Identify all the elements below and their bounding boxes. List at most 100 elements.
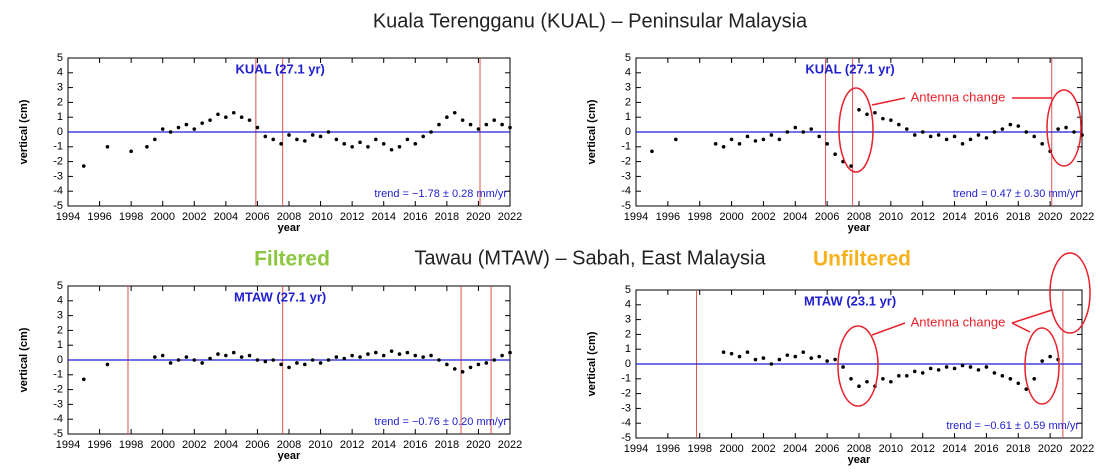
- data-point: [817, 354, 821, 359]
- y-tick-label: 1: [625, 111, 631, 123]
- data-point: [785, 130, 790, 134]
- callout-line: [1011, 322, 1031, 333]
- x-tick-label: 2020: [466, 439, 490, 451]
- data-point: [960, 142, 965, 146]
- data-point: [825, 142, 829, 146]
- data-point: [168, 361, 173, 365]
- y-tick-label: -3: [621, 170, 631, 182]
- y-tick-label: 4: [57, 295, 63, 307]
- data-point: [145, 145, 149, 149]
- data-point: [928, 366, 933, 371]
- data-point: [460, 370, 465, 374]
- data-point: [484, 122, 489, 127]
- data-point: [460, 118, 465, 122]
- data-point: [381, 142, 386, 146]
- data-point: [674, 137, 678, 142]
- data-point: [976, 368, 981, 372]
- x-tick-label: 2004: [214, 439, 238, 451]
- x-tick-label: 1998: [687, 443, 711, 455]
- data-point: [263, 359, 268, 364]
- data-point: [153, 355, 157, 359]
- data-point: [287, 365, 291, 370]
- x-tick-label: 2014: [371, 211, 395, 223]
- data-point: [342, 142, 347, 146]
- figure-subtitle: Tawau (MTAW) – Sabah, East Malaysia: [414, 247, 766, 269]
- x-tick-label: 2022: [498, 211, 522, 223]
- data-point: [952, 366, 957, 371]
- data-point: [753, 139, 758, 143]
- data-point: [216, 352, 220, 356]
- x-tick-label: 1994: [624, 443, 648, 455]
- data-point: [184, 355, 189, 359]
- data-point: [1064, 125, 1068, 130]
- data-point: [492, 118, 497, 122]
- data-point: [793, 354, 798, 359]
- y-tick-label: -4: [621, 417, 631, 429]
- x-tick-label: 2018: [1006, 443, 1030, 455]
- data-point: [81, 377, 86, 382]
- x-tick-label: 2000: [150, 211, 174, 223]
- x-tick-label: 2004: [783, 211, 807, 223]
- data-point: [200, 361, 204, 365]
- data-point: [231, 110, 236, 115]
- data-point: [310, 133, 315, 137]
- data-point: [849, 164, 853, 168]
- data-point: [389, 147, 394, 152]
- x-tick-label: 2020: [1038, 211, 1062, 223]
- y-tick-label: 5: [625, 284, 631, 296]
- callout-line: [871, 322, 906, 336]
- y-tick-label: 2: [625, 96, 631, 108]
- y-tick-label: 5: [625, 52, 631, 64]
- x-tick-label: 2012: [340, 439, 364, 451]
- data-point: [445, 362, 449, 367]
- x-tick-label: 2012: [340, 211, 364, 223]
- data-point: [936, 368, 941, 372]
- data-point: [176, 125, 181, 130]
- x-tick-label: 2014: [942, 211, 966, 223]
- data-point: [105, 145, 110, 149]
- x-tick-label: 2020: [466, 211, 490, 223]
- x-axis-label: year: [278, 450, 301, 462]
- data-point: [374, 137, 378, 142]
- data-point: [160, 353, 165, 358]
- data-point: [413, 142, 418, 146]
- trend-label: trend = −0.76 ± 0.20 mm/yr: [374, 416, 507, 428]
- data-point: [721, 350, 726, 354]
- data-point: [429, 353, 433, 358]
- data-point: [350, 145, 354, 149]
- y-tick-label: -1: [621, 141, 631, 153]
- data-point: [865, 112, 869, 117]
- data-point: [437, 122, 441, 127]
- data-point: [809, 127, 814, 131]
- data-point: [334, 355, 339, 359]
- y-tick-label: 4: [625, 299, 631, 311]
- y-tick-label: -2: [621, 156, 631, 168]
- data-point: [263, 134, 268, 139]
- x-tick-label: 2016: [403, 439, 427, 451]
- data-point: [936, 133, 941, 137]
- data-point: [508, 350, 512, 355]
- x-tick-label: 2010: [879, 443, 903, 455]
- data-point: [777, 357, 782, 362]
- data-point: [326, 130, 331, 134]
- y-axis-label: vertical (cm): [586, 99, 598, 164]
- data-point: [1016, 381, 1021, 386]
- data-point: [992, 130, 997, 134]
- data-point: [857, 384, 861, 389]
- data-point: [342, 356, 347, 361]
- y-axis-label: vertical (cm): [18, 327, 30, 392]
- highlight-ellipse: [1046, 89, 1082, 167]
- data-point: [484, 361, 489, 365]
- x-tick-label: 2002: [751, 211, 775, 223]
- y-tick-label: 0: [57, 354, 63, 366]
- data-point: [271, 137, 276, 142]
- x-tick-label: 1998: [687, 211, 711, 223]
- data-point: [984, 136, 989, 140]
- y-axis-label: vertical (cm): [18, 99, 30, 164]
- y-tick-label: 2: [57, 324, 63, 336]
- data-point: [153, 137, 157, 142]
- highlight-ellipse: [837, 325, 879, 407]
